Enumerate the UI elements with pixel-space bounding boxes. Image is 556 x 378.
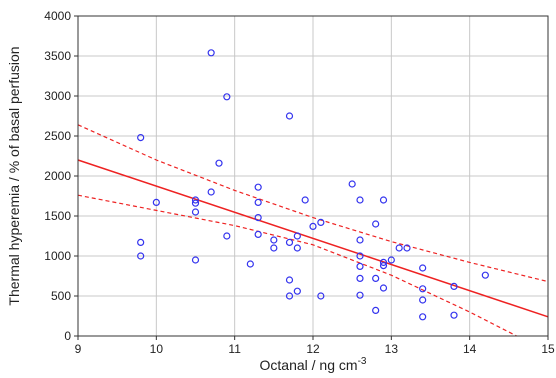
data-point	[395, 244, 403, 252]
data-point	[419, 296, 427, 304]
x-tick-label: 15	[541, 342, 555, 356]
y-tick-label: 3500	[44, 49, 71, 63]
y-tick-label: 500	[51, 289, 71, 303]
data-point	[317, 218, 325, 226]
data-point	[356, 236, 364, 244]
confidence-lower-line	[77, 194, 517, 337]
x-tick-label: 9	[75, 342, 82, 356]
data-point	[419, 264, 427, 272]
data-point	[137, 252, 145, 260]
data-point	[207, 188, 215, 196]
data-point	[223, 93, 231, 101]
y-axis-title: Thermal hyperemia / % of basal perfusion	[6, 46, 22, 305]
data-point	[379, 262, 388, 270]
y-tick-label: 2500	[44, 129, 71, 143]
data-point	[379, 258, 388, 266]
y-tick-label: 2000	[44, 169, 71, 183]
x-tick-label: 13	[385, 342, 399, 356]
data-point	[152, 198, 160, 206]
data-point	[254, 214, 262, 222]
confidence-band	[77, 124, 549, 337]
data-point	[372, 274, 380, 282]
y-tick-label: 1000	[44, 249, 71, 263]
x-axis-title-exponent: -3	[358, 356, 367, 367]
y-tick-label: 3000	[44, 89, 71, 103]
data-point	[356, 196, 364, 204]
data-point	[191, 196, 200, 204]
data-point	[254, 198, 262, 206]
y-tick-label: 4000	[44, 9, 71, 23]
data-point	[254, 230, 262, 238]
fit-line	[77, 159, 549, 318]
regression-line	[77, 159, 549, 318]
data-point	[372, 306, 380, 314]
data-point	[450, 311, 458, 319]
data-point	[317, 292, 325, 300]
confidence-upper-line	[77, 124, 549, 283]
data-point	[356, 274, 364, 282]
x-tick-label: 11	[228, 342, 241, 356]
data-point	[356, 291, 364, 299]
data-point	[285, 276, 294, 284]
data-point	[137, 238, 145, 246]
data-point	[356, 252, 364, 260]
data-point	[285, 238, 294, 246]
data-point	[191, 208, 200, 216]
data-point	[450, 282, 458, 290]
data-point	[356, 262, 364, 270]
data-point	[481, 271, 489, 279]
data-point	[270, 244, 278, 252]
data-point	[379, 196, 388, 204]
data-point	[419, 285, 427, 293]
data-point	[215, 159, 223, 167]
data-point	[301, 196, 309, 204]
data-point	[191, 256, 200, 264]
y-axis-ticks: 0 500 1000 1500 2000 2500 3000 3500 4000	[44, 9, 78, 343]
y-tick-label: 1500	[44, 209, 71, 223]
data-point	[403, 244, 411, 252]
data-point	[379, 284, 388, 292]
data-point	[293, 244, 301, 252]
y-tick-label: 0	[64, 329, 71, 343]
x-axis-ticks: 9 10 11 12 13 14 15	[75, 336, 555, 356]
data-point	[223, 232, 231, 240]
data-points	[137, 49, 489, 321]
data-point	[293, 232, 301, 240]
x-axis-title: Octanal / ng cm-3	[260, 356, 367, 373]
data-point	[137, 134, 145, 142]
data-point	[419, 313, 427, 321]
data-point	[285, 292, 294, 300]
x-tick-label: 12	[306, 342, 320, 356]
data-point	[207, 49, 215, 57]
data-point	[270, 236, 278, 244]
data-point	[254, 183, 262, 191]
data-point	[191, 199, 200, 207]
data-point	[293, 287, 301, 295]
data-point	[309, 222, 317, 230]
x-tick-label: 10	[150, 342, 164, 356]
data-point	[348, 180, 356, 188]
data-point	[285, 112, 294, 120]
x-tick-label: 14	[463, 342, 477, 356]
data-point	[246, 260, 254, 268]
data-point	[372, 220, 380, 228]
data-point	[387, 256, 395, 264]
